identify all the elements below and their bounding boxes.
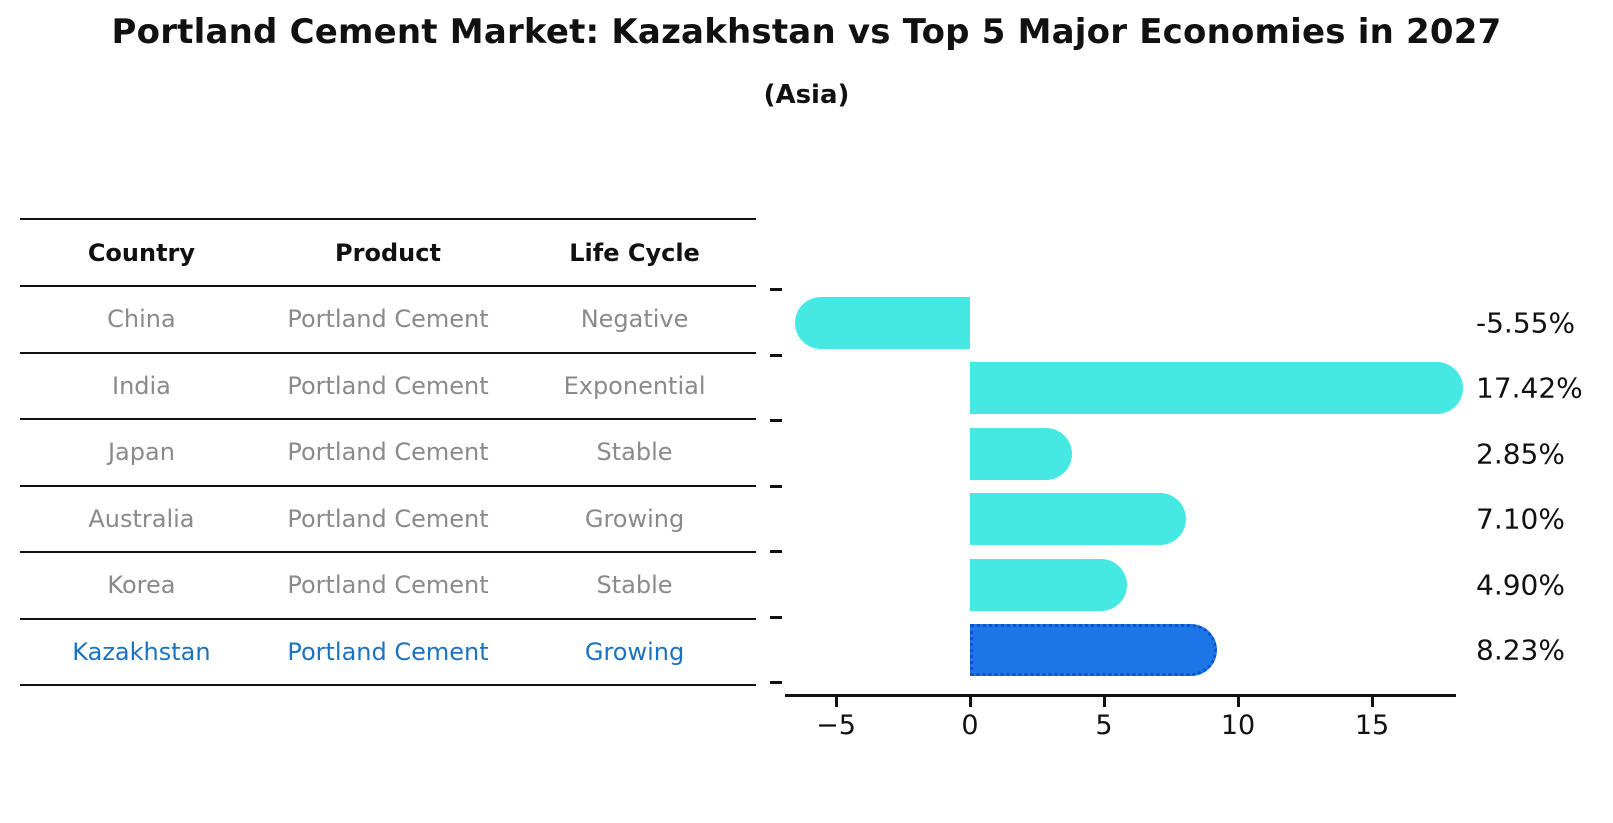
- table-cell-product: Portland Cement: [287, 504, 489, 533]
- table-row: Japan Portland Cement Stable: [20, 420, 756, 487]
- value-label-kazakhstan: 8.23%: [1476, 633, 1565, 667]
- table-cell-product: Portland Cement: [287, 438, 489, 467]
- table-cell-product: Portland Cement: [287, 305, 489, 334]
- table-row: China Portland Cement Negative: [20, 287, 756, 354]
- table-cell-product: Portland Cement: [287, 637, 489, 666]
- x-axis-tick-label: −5: [816, 710, 856, 741]
- x-axis-tick-label: 0: [961, 710, 979, 741]
- table-header-life-cycle: Life Cycle: [569, 238, 700, 267]
- value-label-japan: 2.85%: [1476, 437, 1565, 470]
- x-axis-tick: [1370, 696, 1374, 707]
- y-axis-tick: [770, 615, 782, 619]
- x-axis-tick: [1102, 696, 1106, 707]
- page-title: Portland Cement Market: Kazakhstan vs To…: [111, 12, 1502, 52]
- y-axis-tick: [770, 484, 782, 488]
- x-axis-tick-label: 15: [1354, 710, 1390, 741]
- value-label-australia: 7.10%: [1476, 502, 1565, 536]
- table-cell-country: Australia: [88, 504, 195, 533]
- table-cell-life-cycle: Stable: [596, 571, 673, 600]
- x-axis-tick: [968, 696, 972, 707]
- table-row: Korea Portland Cement Stable: [20, 553, 756, 620]
- table-cell-country: Kazakhstan: [72, 637, 211, 666]
- value-label-india: 17.42%: [1476, 371, 1583, 405]
- table-cell-life-cycle: Stable: [596, 438, 673, 467]
- bar-korea: [970, 558, 1128, 611]
- table-cell-country: Korea: [107, 571, 176, 600]
- table-cell-product: Portland Cement: [287, 371, 489, 400]
- bar-kazakhstan: [970, 624, 1217, 676]
- value-label-china: -5.55%: [1476, 306, 1576, 339]
- table-cell-life-cycle: Exponential: [563, 371, 706, 400]
- table-row: Kazakhstan Portland Cement Growing: [20, 620, 756, 686]
- value-label-korea: 4.90%: [1476, 568, 1565, 601]
- bar-india: [970, 362, 1463, 414]
- y-axis-tick: [770, 419, 782, 423]
- y-axis-tick: [770, 681, 782, 685]
- table-cell-country: India: [111, 371, 171, 400]
- table-cell-country: Japan: [107, 438, 175, 467]
- country-table: Country Product Life Cycle China Portland…: [20, 218, 756, 686]
- x-axis-tick-label: 5: [1095, 710, 1113, 741]
- bar-japan: [970, 427, 1073, 480]
- table-cell-country: China: [107, 305, 176, 334]
- table-cell-life-cycle: Negative: [580, 305, 689, 334]
- y-axis-tick: [770, 353, 782, 357]
- table-body: China Portland Cement Negative India Portlan…: [20, 287, 756, 686]
- x-axis-tick: [1236, 696, 1240, 707]
- x-axis-tick-label: 10: [1220, 710, 1256, 741]
- table-row: India Portland Cement Exponential: [20, 354, 756, 420]
- table-header-product: Product: [335, 238, 441, 267]
- page-subtitle: (Asia): [763, 80, 850, 110]
- bar-australia: [970, 493, 1187, 545]
- x-axis-tick: [834, 696, 838, 707]
- y-axis-tick: [770, 550, 782, 554]
- table-row: Australia Portland Cement Growing: [20, 487, 756, 553]
- x-axis-line: [785, 694, 1456, 697]
- bar-china: [795, 296, 970, 349]
- table-header-row: Country Product Life Cycle: [20, 218, 756, 287]
- table-cell-product: Portland Cement: [287, 571, 489, 600]
- table-header-country: Country: [87, 238, 196, 267]
- table-cell-life-cycle: Growing: [584, 637, 685, 666]
- y-axis-tick: [770, 288, 782, 292]
- table-cell-life-cycle: Growing: [584, 504, 685, 533]
